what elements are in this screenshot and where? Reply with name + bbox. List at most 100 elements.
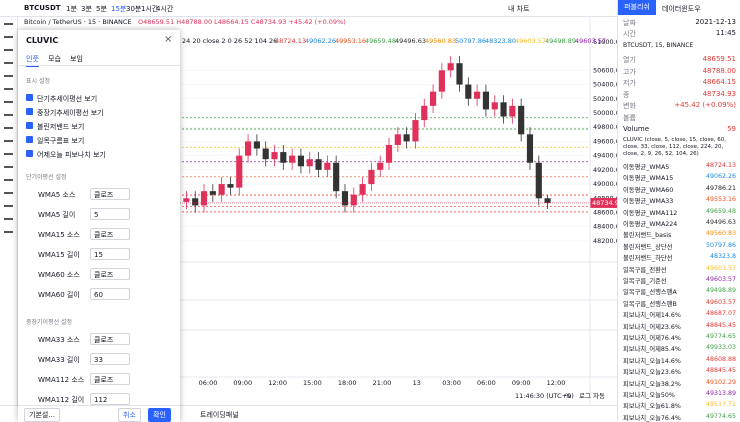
legend-value: 49062.26 bbox=[305, 37, 336, 45]
interval[interactable]: 1분 bbox=[66, 5, 77, 13]
tool-icon[interactable] bbox=[4, 218, 13, 220]
candle-body bbox=[333, 162, 340, 192]
tool-icon[interactable] bbox=[4, 179, 13, 181]
tab[interactable]: 모습 bbox=[48, 55, 61, 63]
tab[interactable]: 보임 bbox=[70, 55, 83, 63]
candle-body bbox=[385, 144, 393, 163]
indicator-label: 피보나치_오늘50% bbox=[623, 392, 675, 399]
indicator-label: 이동평균_WMA60 bbox=[623, 186, 674, 194]
value: 11:45 bbox=[715, 29, 736, 37]
my-chart[interactable]: 내 차트 bbox=[508, 5, 530, 13]
candle-body bbox=[518, 105, 525, 135]
checkbox[interactable] bbox=[26, 150, 33, 157]
indicator-label: 일목구름_선행스팬A bbox=[623, 289, 677, 297]
tool-icon[interactable] bbox=[4, 153, 13, 155]
source-select[interactable]: 클로즈 bbox=[90, 268, 130, 280]
tool-icon[interactable] bbox=[4, 88, 13, 90]
checkbox-label: 중장기추세이평선 보기 bbox=[37, 109, 104, 117]
indicator-label: 피보나치_오늘61.8% bbox=[623, 403, 681, 411]
tab[interactable]: 인풋 bbox=[26, 54, 39, 67]
number-input[interactable]: 5 bbox=[90, 208, 130, 220]
indicator-value: 49933.03 bbox=[705, 344, 736, 352]
indicator-value: 49062.26 bbox=[705, 173, 736, 181]
tool-icon[interactable] bbox=[4, 231, 13, 233]
preset-select[interactable]: 기본설... bbox=[24, 408, 60, 422]
value: 2021-12-13 bbox=[695, 18, 736, 26]
checkbox[interactable] bbox=[26, 136, 33, 143]
time-label: 13 bbox=[413, 379, 421, 387]
tool-icon[interactable] bbox=[4, 75, 13, 77]
checkbox[interactable] bbox=[26, 108, 33, 115]
tool-icon[interactable] bbox=[4, 101, 13, 103]
tool-icon[interactable] bbox=[4, 114, 13, 116]
number-input[interactable]: 15 bbox=[90, 248, 130, 260]
indicator-label: 피보나치_어제76.4% bbox=[623, 335, 681, 342]
interval[interactable]: 3분 bbox=[81, 5, 92, 13]
indicator-value: 49517.71 bbox=[705, 401, 736, 409]
interval[interactable]: 15분 bbox=[111, 5, 127, 13]
trading-panel[interactable]: 트레이딩패널 bbox=[200, 411, 239, 419]
number-input[interactable]: 33 bbox=[90, 353, 130, 365]
indicator-value: 49774.65 bbox=[705, 412, 736, 420]
source-select[interactable]: 클로즈 bbox=[90, 373, 130, 385]
tool-icon[interactable] bbox=[4, 62, 13, 64]
interval[interactable]: 1시간 bbox=[141, 5, 159, 13]
source-select[interactable]: 클로즈 bbox=[90, 188, 130, 200]
label: 고가 bbox=[623, 67, 636, 76]
price-label: 50000.00 bbox=[593, 109, 624, 117]
dialog-title: CLUVIC bbox=[26, 36, 59, 45]
symbol[interactable]: BTCUSDT bbox=[24, 4, 61, 12]
publish-button[interactable]: 퍼블리쉬 bbox=[618, 0, 656, 15]
source-select[interactable]: 클로즈 bbox=[90, 333, 130, 345]
candle-body bbox=[324, 162, 331, 170]
scale-option: % bbox=[565, 392, 571, 400]
tool-icon[interactable] bbox=[4, 140, 13, 142]
tool-icon[interactable] bbox=[4, 205, 13, 207]
number-input[interactable]: 112 bbox=[90, 393, 130, 405]
candle-body bbox=[183, 198, 190, 202]
number-input[interactable]: 60 bbox=[90, 288, 130, 300]
cancel-button[interactable]: 취소 bbox=[118, 408, 141, 422]
value: 48788.00 bbox=[702, 66, 736, 75]
tool-icon[interactable] bbox=[4, 166, 13, 168]
interval[interactable]: 30분 bbox=[126, 5, 142, 13]
indicator-value: 49659.48 bbox=[705, 207, 736, 215]
indicator-value: 49786.21 bbox=[705, 184, 736, 192]
value: +45.42 (+0.09%) bbox=[674, 101, 736, 109]
tool-icon[interactable] bbox=[4, 192, 13, 194]
tool-icon[interactable] bbox=[4, 23, 13, 25]
price-label: 50600.00 bbox=[593, 66, 624, 74]
tool-sidebar bbox=[0, 17, 18, 421]
tool-icon[interactable] bbox=[4, 49, 13, 51]
dialog-footer: 기본설... 취소 확인 bbox=[18, 405, 180, 422]
checkbox[interactable] bbox=[26, 122, 33, 129]
checkbox-label: 단기추세이평선 보기 bbox=[37, 95, 98, 103]
interval[interactable]: 4시간 bbox=[156, 5, 174, 13]
close-button[interactable]: × bbox=[164, 34, 173, 45]
indicator-label: 이동평균_WMA33 bbox=[623, 198, 674, 206]
candle-body bbox=[280, 152, 287, 163]
interval[interactable]: 5분 bbox=[96, 5, 107, 13]
legend-value: 49560.83 bbox=[425, 37, 456, 45]
candle-body bbox=[236, 155, 243, 188]
time-label: 15:00 bbox=[303, 379, 322, 387]
checkbox[interactable] bbox=[26, 94, 33, 101]
indicator-value: 49774.65 bbox=[705, 333, 736, 340]
ok-button[interactable]: 확인 bbox=[148, 408, 171, 422]
legend-value: 50797.86 bbox=[455, 37, 486, 45]
field-label: WMA60 길이 bbox=[38, 291, 80, 299]
price-label: 49000.00 bbox=[593, 180, 624, 188]
tool-icon[interactable] bbox=[4, 127, 13, 129]
tool-icon[interactable] bbox=[4, 36, 13, 38]
indicator-value: 49603.57 bbox=[705, 298, 736, 306]
field-label: WMA15 길이 bbox=[38, 251, 80, 259]
candle-body bbox=[341, 191, 349, 206]
price-label: 49200.00 bbox=[593, 166, 624, 174]
scale-option: 로그 bbox=[579, 392, 591, 400]
candle-body bbox=[456, 63, 463, 85]
source-select[interactable]: 클로즈 bbox=[90, 228, 130, 240]
legend-ohlc: O48659.51 H48788.00 L48664.15 C48734.93 … bbox=[138, 18, 346, 26]
indicator-label: 볼린저밴드_basis bbox=[623, 232, 672, 240]
field-label: WMA5 길이 bbox=[38, 211, 76, 219]
indicator-label: 볼린저밴드_하단선 bbox=[623, 255, 673, 263]
